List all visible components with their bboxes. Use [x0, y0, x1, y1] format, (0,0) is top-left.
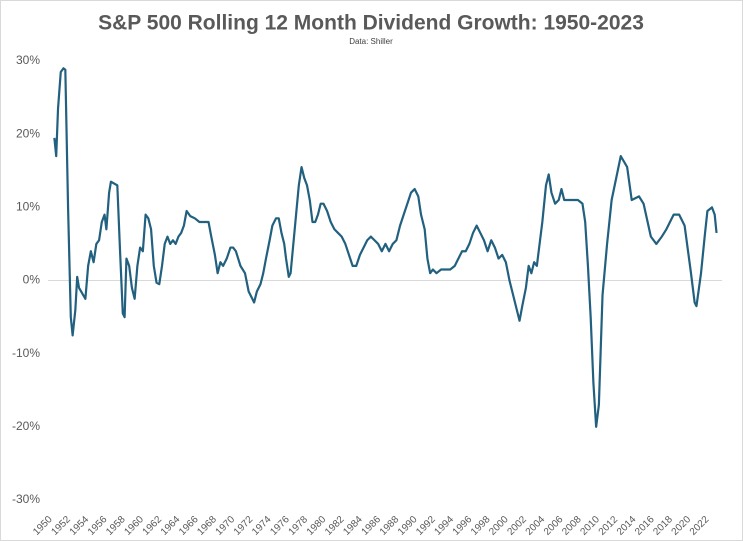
- chart-subtitle: Data: Shiller: [349, 37, 393, 46]
- y-tick-label: 0%: [23, 273, 41, 287]
- chart-title: S&P 500 Rolling 12 Month Dividend Growth…: [98, 12, 644, 35]
- y-tick-label: -30%: [12, 492, 40, 506]
- y-tick-label: -20%: [12, 419, 40, 433]
- y-tick-label: 30%: [16, 53, 40, 67]
- y-tick-label: 20%: [16, 126, 40, 140]
- series-line: [53, 67, 718, 428]
- y-tick-label: -10%: [12, 346, 40, 360]
- y-tick-label: 10%: [16, 200, 40, 214]
